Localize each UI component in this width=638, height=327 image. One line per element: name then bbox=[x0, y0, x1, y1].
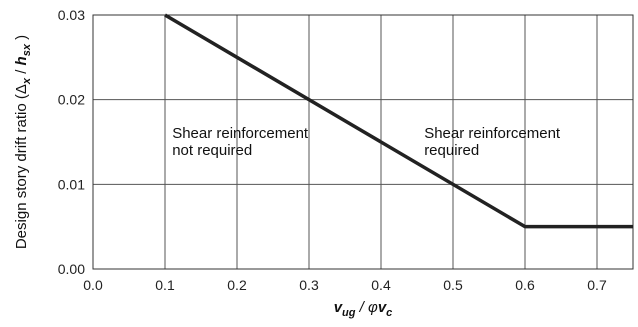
plot-frame bbox=[92, 14, 634, 270]
y-tick-label: 0.03 bbox=[58, 7, 85, 23]
x-label-sub-ug: ug bbox=[342, 307, 356, 319]
x-axis-label: vug / φvc bbox=[334, 299, 393, 319]
x-tick-label: 0.0 bbox=[83, 277, 103, 293]
y-label-sub-sx: sx bbox=[21, 43, 33, 56]
annotations: Shear reinforcement not required Shear r… bbox=[172, 125, 564, 159]
x-tick-label: 0.6 bbox=[515, 277, 535, 293]
annotation-required: Shear reinforcement required bbox=[424, 125, 564, 159]
x-tick-label: 0.5 bbox=[443, 277, 463, 293]
y-axis-label: Design story drift ratio (Δx / hsx ) bbox=[13, 35, 33, 249]
series-group bbox=[164, 13, 633, 229]
y-label-slash: / bbox=[13, 65, 30, 78]
series-line-0 bbox=[164, 13, 633, 229]
x-tick-label: 0.3 bbox=[299, 277, 319, 293]
annotation-required-line2: required bbox=[424, 142, 479, 159]
y-tick-label: 0.01 bbox=[58, 176, 85, 192]
annotation-not-required-line2: not required bbox=[172, 142, 252, 159]
y-label-h: h bbox=[13, 56, 30, 65]
y-label-prefix: Design story drift ratio ( bbox=[13, 94, 30, 249]
y-tick-label: 0.00 bbox=[58, 261, 85, 277]
annotation-not-required: Shear reinforcement not required bbox=[172, 125, 312, 159]
y-tick-label: 0.02 bbox=[58, 92, 85, 108]
y-tick-labels: 0.00 0.01 0.02 0.03 bbox=[58, 7, 85, 277]
y-label-delta: Δ bbox=[13, 84, 30, 94]
x-tick-label: 0.2 bbox=[227, 277, 247, 293]
x-tick-label: 0.1 bbox=[155, 277, 175, 293]
y-label-sub-x: x bbox=[21, 77, 33, 85]
x-label-sub-c: c bbox=[386, 307, 392, 319]
x-label-v: v bbox=[334, 299, 344, 316]
y-label-suffix: ) bbox=[13, 35, 30, 44]
annotation-required-line1: Shear reinforcement bbox=[424, 125, 561, 142]
annotation-not-required-line1: Shear reinforcement bbox=[172, 125, 309, 142]
x-tick-label: 0.7 bbox=[587, 277, 607, 293]
x-tick-label: 0.4 bbox=[371, 277, 391, 293]
x-label-slash: / bbox=[356, 299, 369, 316]
x-label-phi: φ bbox=[368, 299, 378, 316]
x-label-v2: v bbox=[378, 299, 388, 316]
x-tick-labels: 0.0 0.1 0.2 0.3 0.4 0.5 0.6 0.7 bbox=[83, 277, 607, 293]
